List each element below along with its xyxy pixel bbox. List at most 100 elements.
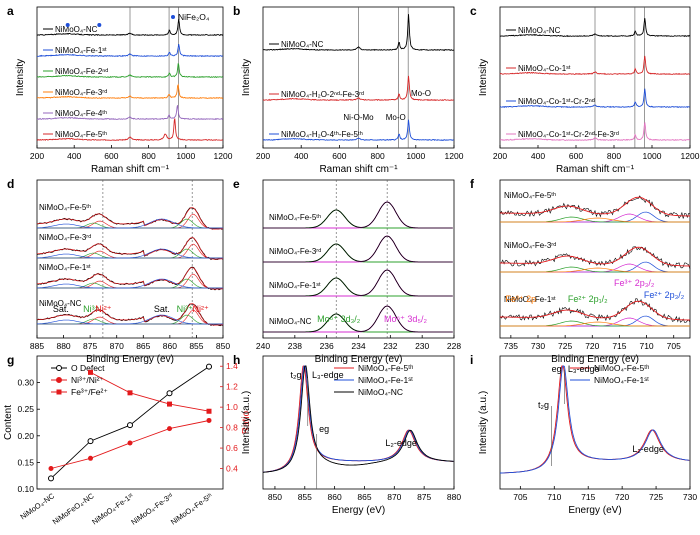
- series-line-1: [263, 365, 454, 473]
- legend-marker-dot: [171, 15, 175, 19]
- fit-envelope: [500, 300, 690, 321]
- series-label: NiMoO₄-Fe-5ᵗʰ: [39, 203, 91, 212]
- series-label: NiMoO₄-NC: [39, 299, 82, 308]
- legend-label: NiMoO₄-NC: [358, 387, 403, 397]
- x-tick-label: 870: [387, 492, 401, 502]
- series-label: NiMoO₄-NC: [269, 317, 312, 326]
- x-tick-label: 236: [320, 341, 334, 351]
- series-label: NiMoO₄-NC: [281, 40, 324, 49]
- y-tick-label: 0.15: [17, 457, 34, 467]
- peak-annotation: Ni³⁺: [177, 304, 193, 314]
- series-line-2: [90, 372, 210, 412]
- panel-f: f 735 730 725 720 715 710 705 Binding Energy (ev…: [470, 177, 691, 365]
- x-tick-label: 850: [268, 492, 282, 502]
- series-label: NiMoO₄-NC: [55, 25, 98, 34]
- fit-envelope: [36, 237, 224, 260]
- peak-annotation: Fe³⁺ 2p: [505, 294, 536, 304]
- category-label: NiMoFeO₄-NC: [51, 491, 96, 527]
- peak-annotation: L₂-edge: [385, 438, 417, 448]
- data-point: [88, 369, 93, 375]
- fit-envelope: [500, 196, 690, 217]
- series-line-0: [499, 122, 691, 142]
- x-tick-label: 1000: [643, 151, 662, 161]
- category-label: NiMoO₄-Fe-1ˢᵗ: [90, 491, 135, 526]
- fit-component: [37, 213, 223, 229]
- fit-envelope: [500, 246, 690, 267]
- peak-annotation: Mo⁶⁺ 3d₅/₂: [384, 314, 428, 324]
- x-tick-label: 880: [56, 341, 70, 351]
- fit-envelope: [36, 267, 224, 290]
- x-axis-title: Raman shift cm⁻¹: [319, 164, 398, 175]
- data-point: [48, 466, 54, 472]
- series-label: NiMoO₄-Fe-4ᵗʰ: [55, 109, 107, 118]
- panel-letter-a: a: [7, 4, 14, 18]
- legend-marker: [56, 377, 62, 383]
- panel-letter-d: d: [7, 177, 14, 191]
- raw-spectrum: [499, 298, 691, 323]
- x-tick-label: 600: [332, 151, 346, 161]
- legend-label: NiMoO₄-Fe-5ᵗʰ: [358, 363, 413, 373]
- peak-annotation: Fe²⁺ 2p₁/₂: [568, 294, 608, 304]
- plot-frame: [36, 355, 224, 490]
- x-tick-label: 720: [585, 341, 599, 351]
- x-axis-title: Energy (eV): [332, 505, 385, 516]
- x-tick-label: 715: [581, 492, 595, 502]
- peak-annotation: Fe²⁺ 2p₃/₂: [644, 290, 685, 300]
- x-tick-label: 232: [383, 341, 397, 351]
- x-tick-label: 850: [216, 341, 230, 351]
- x-tick-label: 725: [649, 492, 663, 502]
- series-label: NiMoO₄-Fe-3ʳᵈ: [269, 247, 321, 256]
- peak-annotation: Fe³⁺ 2p₃/₂: [614, 278, 655, 288]
- raw-spectrum: [263, 201, 453, 229]
- series-line-3: [499, 18, 691, 38]
- panel-h: h 850 855 860 865 870 875 880 Energy (eV) Intensi…: [233, 353, 461, 516]
- y-axis-title: Intensity (a.u.): [241, 391, 252, 454]
- x-tick-label: 800: [142, 151, 156, 161]
- series-label: NiMoO₄-Fe-5ᵗʰ: [55, 130, 107, 139]
- x-tick-label: 880: [447, 492, 461, 502]
- series-label: NiMoO₄-Fe-1ˢᵗ: [39, 263, 91, 272]
- peak-annotation: Ni²⁺: [95, 304, 111, 314]
- x-tick-label: 730: [531, 341, 545, 351]
- y2-tick-label: 1.4: [226, 361, 238, 371]
- marker-dot: [97, 23, 102, 27]
- series-label: NiMoO₄-Fe-3ʳᵈ: [55, 88, 107, 97]
- x-axis-title: Binding Energy (ev): [551, 354, 639, 365]
- x-tick-label: 1000: [176, 151, 195, 161]
- peak-annotation: L₃-edge: [312, 370, 344, 380]
- x-tick-label: 865: [136, 341, 150, 351]
- x-tick-label: 715: [612, 341, 626, 351]
- x-tick-label: 710: [639, 341, 653, 351]
- data-point: [167, 426, 172, 432]
- plot-frame: [262, 355, 455, 490]
- peak-annotation: t₂g: [538, 400, 549, 410]
- plot-frame: [499, 355, 691, 490]
- y2-tick-label: 1.2: [226, 382, 238, 392]
- x-tick-label: 735: [504, 341, 518, 351]
- series-label: NiMoO₄-Fe-1ˢᵗ: [504, 295, 556, 304]
- legend-label: Fe³⁺/Fe²⁺: [71, 387, 108, 397]
- data-point: [167, 401, 172, 407]
- y-tick-label: 0.10: [17, 484, 34, 494]
- y-tick-label: 0.25: [17, 404, 34, 414]
- x-tick-label: 1000: [406, 151, 425, 161]
- peak-annotation: eg: [552, 364, 562, 374]
- x-tick-label: 400: [294, 151, 308, 161]
- x-tick-label: 200: [256, 151, 270, 161]
- series-line-0: [36, 118, 224, 141]
- panel-d: d 885 880 875 870 865 860 855 850 Binding Energy …: [7, 177, 230, 365]
- peak-annotation: Sat.: [154, 304, 170, 314]
- raw-spectrum: [499, 246, 691, 270]
- panel-g: g 0.10 0.15 0.20 0.25 0.30 0.4 0.6 0.8 1.0 1.2 1.4 C…: [3, 353, 252, 527]
- fit-component: [36, 283, 223, 289]
- x-axis-title: Raman shift cm⁻¹: [556, 164, 635, 175]
- x-tick-label: 234: [351, 341, 365, 351]
- series-line-1: [499, 88, 691, 109]
- y2-tick-label: 0.6: [226, 443, 238, 453]
- y-axis-title: Intensity: [15, 59, 26, 96]
- annotation: Mo-O: [386, 113, 406, 122]
- series-label: NiMoO₄-Co-1ˢᵗ: [518, 64, 571, 73]
- series-line-1: [36, 105, 224, 121]
- y-axis-title: Content: [3, 405, 14, 440]
